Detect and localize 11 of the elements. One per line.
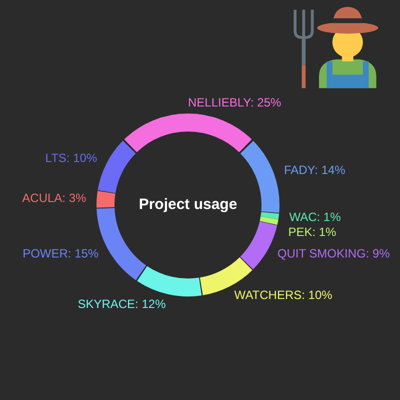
slice-label: QUIT SMOKING: 9%: [277, 246, 390, 260]
slice-label: WATCHERS: 10%: [234, 288, 333, 302]
slice-label: ACULA: 3%: [22, 190, 87, 205]
text: Project usage: [138, 196, 238, 214]
slice-label: SKYRACE: 12%: [78, 296, 166, 311]
slice-label: WAC: 1%: [289, 210, 342, 224]
slice-label: NELLIEBLY: 25%: [188, 95, 282, 110]
slice-label: LTS: 10%: [45, 151, 98, 166]
slice-label: FADY: 14%: [284, 162, 346, 177]
slice-label: PEK: 1%: [288, 225, 337, 240]
slice-label: POWER: 15%: [22, 246, 99, 260]
